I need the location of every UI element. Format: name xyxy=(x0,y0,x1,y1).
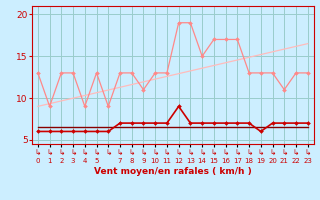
Text: ↳: ↳ xyxy=(93,149,100,158)
Text: ↳: ↳ xyxy=(70,149,76,158)
Text: ↳: ↳ xyxy=(281,149,287,158)
Text: ↳: ↳ xyxy=(46,149,53,158)
Text: ↳: ↳ xyxy=(305,149,311,158)
Text: ↳: ↳ xyxy=(246,149,252,158)
Text: ↳: ↳ xyxy=(199,149,205,158)
Text: ↳: ↳ xyxy=(117,149,123,158)
Text: ↳: ↳ xyxy=(152,149,158,158)
Text: ↳: ↳ xyxy=(35,149,41,158)
Text: ↳: ↳ xyxy=(105,149,111,158)
Text: ↳: ↳ xyxy=(269,149,276,158)
Text: ↳: ↳ xyxy=(129,149,135,158)
Text: ↳: ↳ xyxy=(175,149,182,158)
Text: ↳: ↳ xyxy=(211,149,217,158)
Text: ↳: ↳ xyxy=(258,149,264,158)
Text: ↳: ↳ xyxy=(234,149,241,158)
Text: ↳: ↳ xyxy=(82,149,88,158)
Text: ↳: ↳ xyxy=(140,149,147,158)
Text: ↳: ↳ xyxy=(222,149,229,158)
Text: ↳: ↳ xyxy=(164,149,170,158)
Text: ↳: ↳ xyxy=(187,149,194,158)
X-axis label: Vent moyen/en rafales ( km/h ): Vent moyen/en rafales ( km/h ) xyxy=(94,167,252,176)
Text: ↳: ↳ xyxy=(293,149,299,158)
Text: ↳: ↳ xyxy=(58,149,65,158)
